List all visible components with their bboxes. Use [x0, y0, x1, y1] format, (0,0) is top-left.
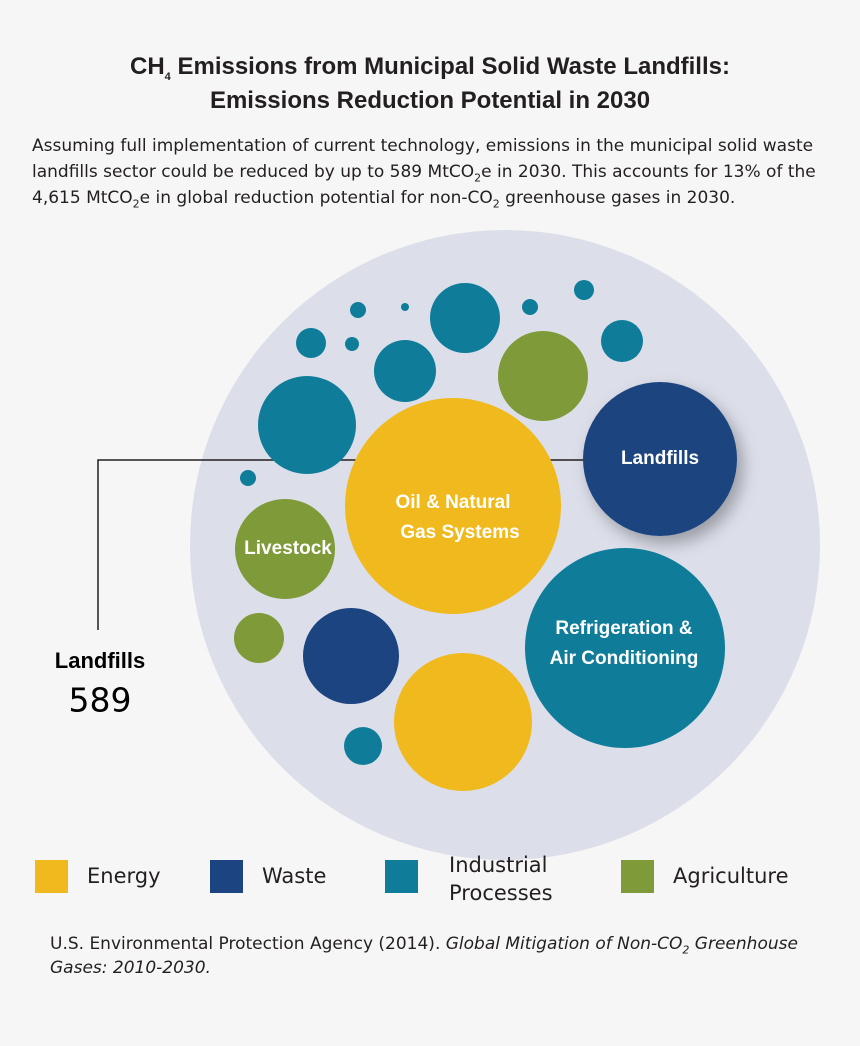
bubble [350, 302, 366, 318]
legend-swatch [621, 860, 654, 893]
bubble-label: Gas Systems [400, 522, 519, 543]
bubble [601, 320, 643, 362]
subscript: 2 [682, 943, 690, 957]
bubble [583, 382, 737, 536]
legend-swatch [385, 860, 418, 893]
bubble [401, 303, 409, 311]
bubble [296, 328, 326, 358]
title-text: CH [130, 53, 165, 80]
bubble [345, 398, 561, 614]
text: U.S. Environmental Protection Agency (20… [50, 934, 446, 954]
bubble [374, 340, 436, 402]
text: Assuming full implementation of current … [32, 136, 814, 182]
bubble [498, 331, 588, 421]
bubble [344, 727, 382, 765]
subscript: 2 [492, 197, 500, 211]
source: U.S. Environmental Protection Agency (20… [50, 932, 810, 980]
description: Assuming full implementation of current … [32, 133, 832, 211]
bubble [394, 653, 532, 791]
legend: Energy Waste Industrial Processes Agricultu… [35, 853, 789, 905]
bubble [240, 470, 256, 486]
bubble [574, 280, 594, 300]
title-line: Emissions Reduction Potential in 2030 [209, 87, 651, 114]
bubbles [234, 280, 737, 791]
legend-label: Waste [262, 864, 326, 888]
subscript: 4 [164, 70, 171, 83]
subscript: 2 [132, 197, 140, 211]
text: e in 2030. This accounts for 13% of the … [32, 162, 816, 208]
legend-label: Industrial Processes [449, 853, 554, 905]
title-line: CH4 Emissions from Municipal Solid Waste… [0, 50, 860, 84]
legend-swatch [35, 860, 68, 893]
bubble [303, 608, 399, 704]
bubble [430, 283, 500, 353]
bubble [345, 337, 359, 351]
text: Greenhouse Gases: 2010-2030. [50, 934, 798, 978]
bubble [525, 548, 725, 748]
title-text: Emissions from Municipal Solid Waste Lan… [170, 53, 730, 80]
text: e in global reduction potential for non-… [139, 188, 493, 208]
bubble-label: Landfills [621, 448, 699, 469]
bubble [258, 376, 356, 474]
callout-label: Landfills [55, 648, 145, 673]
legend-swatch [210, 860, 243, 893]
bubble [234, 613, 284, 663]
text: greenhouse gases in 2030. [499, 188, 736, 208]
legend-label: Agriculture [673, 864, 789, 888]
bubble-label: Air Conditioning [550, 648, 699, 669]
bubble [235, 499, 335, 599]
bubble-label: Oil & Natural [395, 492, 510, 513]
callout-value: 589 [69, 681, 132, 720]
title: CH4 Emissions from Municipal Solid Waste… [0, 50, 860, 118]
bubble-label: Refrigeration & [555, 618, 693, 639]
text: Global Mitigation of Non-CO [445, 934, 683, 954]
legend-label: Energy [87, 864, 161, 888]
subscript: 2 [474, 171, 482, 185]
bubble [522, 299, 538, 315]
bubble-label: Livestock [244, 538, 332, 559]
